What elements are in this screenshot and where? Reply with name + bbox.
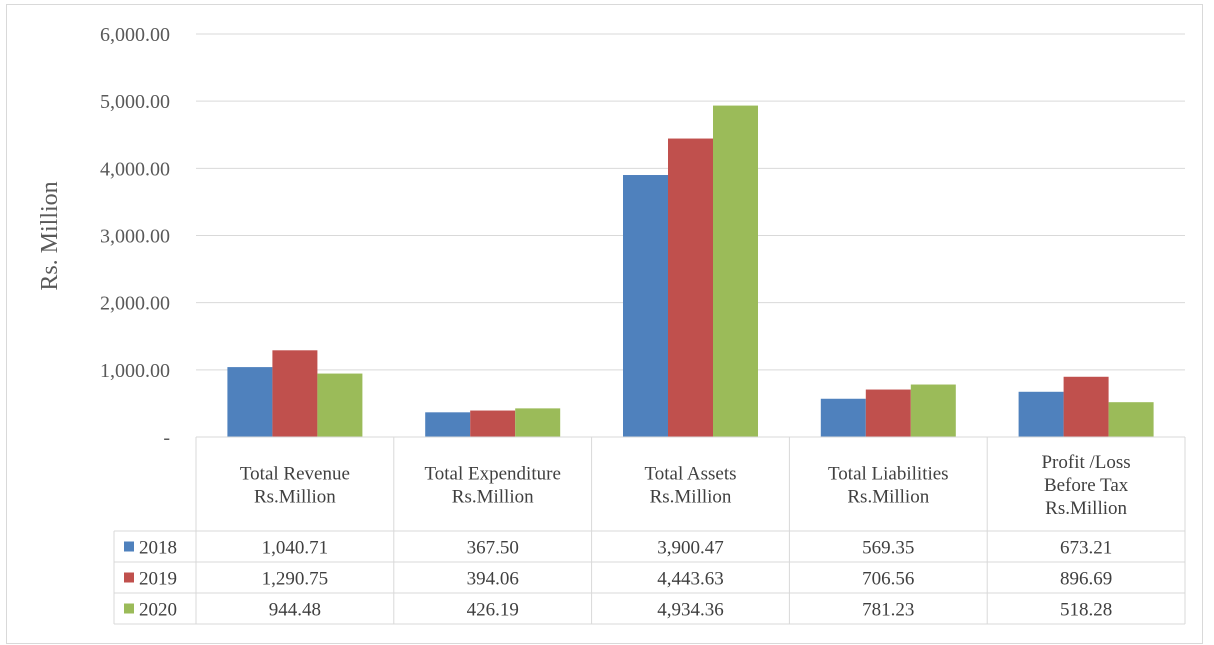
data-label: 706.56: [862, 569, 914, 590]
data-label: 896.69: [1060, 569, 1112, 590]
bar: [227, 367, 273, 437]
bar: [1063, 376, 1109, 437]
y-tick-label: 3,000.00: [100, 226, 170, 248]
category-label-line: Total Liabilities: [828, 464, 949, 485]
y-axis-label: Rs. Million: [37, 181, 63, 290]
legend-swatch: [124, 572, 134, 583]
bar: [713, 105, 758, 437]
chart-frame: [6, 4, 1203, 644]
data-label: 673.21: [1060, 538, 1112, 559]
y-tick-label: 2,000.00: [100, 293, 170, 315]
bar: [317, 373, 363, 437]
category-label-line: Rs.Million: [1045, 498, 1127, 519]
series-name: 2019: [139, 569, 177, 590]
data-label: 944.48: [269, 600, 321, 621]
bar: [820, 398, 866, 437]
bar: [910, 384, 956, 437]
category-label: Total Liabilities Rs.Million: [828, 464, 949, 508]
category-label-line: Rs.Million: [254, 487, 336, 508]
category-label-line: Rs.Million: [650, 487, 732, 508]
category-label-line: Total Revenue: [240, 464, 350, 485]
category-label: Total Revenue Rs.Million: [240, 464, 350, 508]
data-label: 3,900.47: [657, 538, 724, 559]
series-name: 2018: [139, 538, 177, 559]
y-tick-label: -: [163, 427, 170, 449]
data-label: 569.35: [862, 538, 914, 559]
y-tick-label: 1,000.00: [100, 360, 170, 382]
bar: [425, 412, 471, 437]
category-label-line: Before Tax: [1044, 475, 1129, 496]
data-label: 518.28: [1060, 600, 1112, 621]
data-label: 4,443.63: [657, 569, 724, 590]
bar: [515, 408, 561, 437]
series-name: 2020: [139, 600, 177, 621]
bar: [865, 389, 911, 437]
bar: [623, 175, 668, 437]
bar: [272, 350, 318, 437]
bar: [668, 138, 713, 437]
y-tick-label: 5,000.00: [100, 91, 170, 113]
category-label-line: Total Expenditure: [425, 464, 561, 485]
data-label: 781.23: [862, 600, 914, 621]
category-label-line: Profit /Loss: [1041, 452, 1130, 473]
legend-swatch: [124, 603, 134, 614]
legend-swatch: [124, 541, 134, 552]
category-label-line: Total Assets: [644, 464, 736, 485]
y-tick-label: 4,000.00: [100, 158, 170, 180]
bar: [1018, 391, 1064, 437]
category-label-line: Rs.Million: [847, 487, 929, 508]
category-label: Total Assets Rs.Million: [644, 464, 736, 508]
y-tick-label: 6,000.00: [100, 24, 170, 46]
data-label: 1,290.75: [262, 569, 329, 590]
data-label: 367.50: [467, 538, 519, 559]
category-label: Total Expenditure Rs.Million: [425, 464, 561, 508]
category-label: Profit /Loss Before Tax Rs.Million: [1041, 452, 1130, 519]
data-label: 426.19: [467, 600, 519, 621]
category-label-line: Rs.Million: [452, 487, 534, 508]
bar: [470, 410, 516, 437]
data-label: 394.06: [467, 569, 519, 590]
data-label: 4,934.36: [657, 600, 724, 621]
bar: [1108, 402, 1154, 437]
data-label: 1,040.71: [262, 538, 329, 559]
